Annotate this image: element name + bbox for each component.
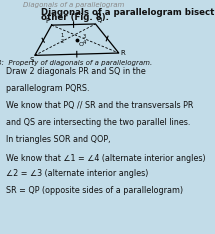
Text: SR = QP (opposite sides of a parallelogram): SR = QP (opposite sides of a parallelogr…	[6, 186, 184, 195]
Text: We know that PQ // SR and the transversals PR: We know that PQ // SR and the transversa…	[6, 101, 194, 110]
Text: Fig. 8:  Property of diagonals of a parallelogram.: Fig. 8: Property of diagonals of a paral…	[0, 60, 152, 66]
Text: and QS are intersecting the two parallel lines.: and QS are intersecting the two parallel…	[6, 118, 191, 127]
Text: 1: 1	[60, 33, 64, 38]
Text: In triangles SOR and QOP,: In triangles SOR and QOP,	[6, 135, 111, 144]
Text: Q: Q	[97, 17, 102, 23]
Text: S: S	[29, 57, 34, 62]
Text: 2: 2	[61, 39, 64, 44]
Text: 4: 4	[83, 40, 86, 45]
Text: Draw 2 diagonals PR and SQ in the: Draw 2 diagonals PR and SQ in the	[6, 67, 146, 76]
Text: O: O	[79, 42, 84, 47]
Text: Diagonals of a parallelogram: Diagonals of a parallelogram	[23, 2, 124, 8]
Text: R: R	[120, 50, 125, 56]
Text: ∠2 = ∠3 (alternate interior angles): ∠2 = ∠3 (alternate interior angles)	[6, 169, 149, 178]
Text: other (Fig. 8).: other (Fig. 8).	[41, 13, 109, 22]
Text: P: P	[45, 18, 49, 24]
Text: Diagonals of a parallelogram bisect each: Diagonals of a parallelogram bisect each	[41, 8, 215, 17]
Text: 3: 3	[83, 33, 86, 39]
Text: parallelogram PQRS.: parallelogram PQRS.	[6, 84, 90, 93]
Text: We know that ∠1 = ∠4 (alternate interior angles): We know that ∠1 = ∠4 (alternate interior…	[6, 154, 206, 163]
